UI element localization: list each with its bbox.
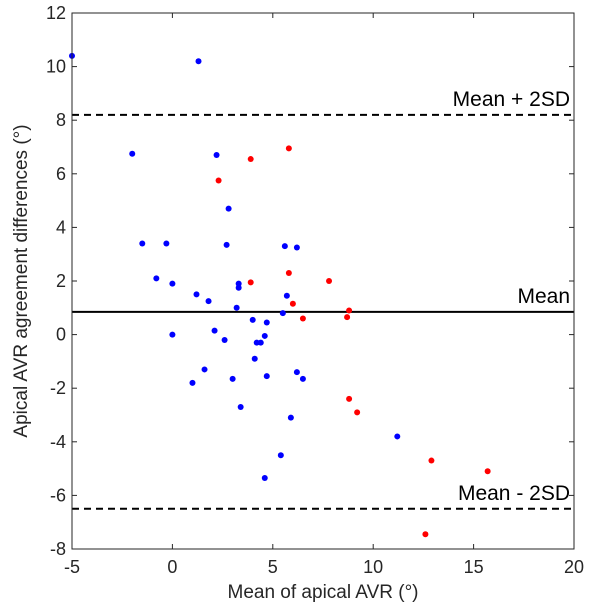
data-point — [261, 332, 268, 339]
data-point — [299, 375, 306, 382]
data-point — [211, 327, 218, 334]
data-point — [169, 331, 176, 338]
data-point — [205, 298, 212, 305]
data-point — [247, 156, 254, 163]
data-point — [153, 275, 160, 282]
data-point — [129, 150, 136, 157]
data-point — [251, 355, 258, 362]
data-point — [285, 269, 292, 276]
x-tick-label: 10 — [363, 557, 383, 577]
y-tick-label: -8 — [50, 539, 66, 559]
data-point — [285, 145, 292, 152]
data-point — [263, 319, 270, 326]
data-point — [346, 307, 353, 314]
y-tick-label: 4 — [56, 217, 66, 237]
y-tick-label: 8 — [56, 110, 66, 130]
data-point — [235, 284, 242, 291]
y-tick-label: -6 — [50, 485, 66, 505]
y-tick-label: 0 — [56, 325, 66, 345]
data-point — [139, 240, 146, 247]
data-point — [189, 379, 196, 386]
reference-line-label: Mean — [517, 285, 570, 308]
axis-ticks: -5 0 5 10 15 20 -8 -6 -4 -2 0 2 4 6 8 10 12 — [46, 3, 584, 577]
data-point — [233, 304, 240, 311]
reference-line-label: Mean + 2SD — [453, 88, 570, 111]
data-point — [263, 373, 270, 380]
data-point — [215, 177, 222, 184]
data-point — [163, 240, 170, 247]
data-point — [277, 452, 284, 459]
data-point — [169, 280, 176, 287]
data-point — [201, 366, 208, 373]
data-point — [223, 241, 230, 248]
data-point — [279, 310, 286, 317]
x-tick-label: 5 — [268, 557, 278, 577]
data-point — [247, 279, 254, 286]
data-point — [221, 336, 228, 343]
data-point — [249, 316, 256, 323]
data-point — [283, 292, 290, 299]
x-tick-label: 0 — [167, 557, 177, 577]
reference-lines: Mean + 2SD Mean Mean - 2SD — [72, 88, 574, 510]
data-point — [422, 531, 429, 538]
data-point — [326, 278, 333, 284]
data-point — [293, 244, 300, 251]
x-axis-label: Mean of apical AVR (°) — [228, 582, 419, 603]
data-point — [237, 403, 244, 410]
data-point — [344, 314, 351, 321]
x-tick-label: 15 — [464, 557, 484, 577]
data-point — [394, 433, 401, 440]
axis-labels: Mean of apical AVR (°) Apical AVR agreem… — [11, 124, 419, 603]
x-tick-label: 20 — [564, 557, 584, 577]
data-point — [293, 369, 300, 376]
data-point — [346, 395, 353, 402]
data-point — [281, 243, 288, 250]
data-point — [484, 468, 491, 475]
x-tick-label: -5 — [64, 557, 80, 577]
data-point — [428, 457, 435, 464]
data-point — [257, 339, 264, 346]
y-tick-label: -2 — [50, 378, 66, 398]
data-point — [299, 315, 306, 322]
data-points — [69, 52, 491, 538]
data-point — [289, 300, 296, 307]
data-point — [213, 152, 220, 159]
y-axis-label: Apical AVR agreement differences (°) — [11, 124, 32, 437]
y-tick-label: -4 — [50, 432, 66, 452]
data-point — [287, 414, 294, 421]
data-point — [193, 291, 200, 298]
data-point — [195, 58, 202, 65]
y-tick-label: 12 — [46, 3, 66, 23]
y-tick-label: 2 — [56, 271, 66, 291]
data-point — [229, 375, 236, 382]
data-point — [225, 205, 232, 212]
data-point — [354, 409, 361, 416]
y-tick-label: 6 — [56, 164, 66, 184]
y-tick-label: 10 — [46, 57, 66, 77]
data-point — [261, 474, 268, 481]
reference-line-label: Mean - 2SD — [458, 482, 570, 505]
